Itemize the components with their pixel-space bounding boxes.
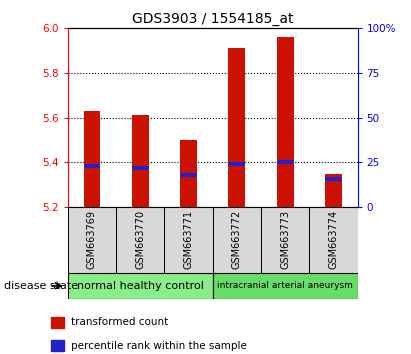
Bar: [83, 164, 100, 168]
Bar: [68, 207, 116, 273]
Text: GSM663774: GSM663774: [328, 210, 338, 269]
Text: GSM663770: GSM663770: [135, 210, 145, 269]
Bar: [51, 341, 64, 352]
Text: disease state: disease state: [4, 281, 78, 291]
Bar: [68, 273, 213, 299]
Text: GSM663769: GSM663769: [87, 210, 97, 269]
Text: transformed count: transformed count: [72, 317, 169, 327]
Bar: [132, 166, 149, 170]
Title: GDS3903 / 1554185_at: GDS3903 / 1554185_at: [132, 12, 293, 26]
Text: percentile rank within the sample: percentile rank within the sample: [72, 341, 247, 351]
Text: GSM663773: GSM663773: [280, 210, 290, 269]
Bar: [132, 115, 149, 207]
Bar: [309, 207, 358, 273]
Bar: [261, 207, 309, 273]
Text: GSM663771: GSM663771: [184, 210, 194, 269]
Bar: [277, 37, 293, 207]
Bar: [83, 111, 100, 207]
Bar: [325, 177, 342, 181]
Text: intracranial arterial aneurysm: intracranial arterial aneurysm: [217, 281, 353, 290]
Text: normal healthy control: normal healthy control: [77, 281, 204, 291]
Bar: [51, 317, 64, 327]
Bar: [116, 207, 164, 273]
Bar: [180, 173, 197, 177]
Bar: [213, 207, 261, 273]
Bar: [180, 140, 197, 207]
Bar: [277, 160, 293, 164]
Bar: [229, 48, 245, 207]
Text: GSM663772: GSM663772: [232, 210, 242, 269]
Bar: [213, 273, 358, 299]
Bar: [229, 161, 245, 166]
Bar: [325, 173, 342, 207]
Bar: [164, 207, 213, 273]
